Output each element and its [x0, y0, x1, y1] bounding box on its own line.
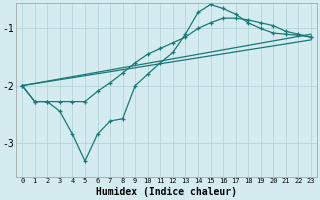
X-axis label: Humidex (Indice chaleur): Humidex (Indice chaleur)	[96, 187, 237, 197]
